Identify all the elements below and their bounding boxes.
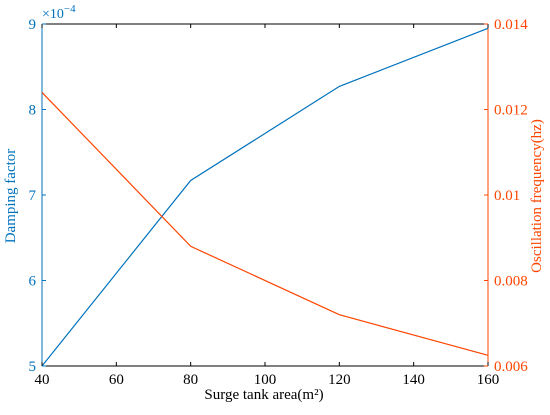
- right-y-axis-ticks: 0.006 0.008 0.01 0.012 0.014: [484, 17, 528, 375]
- right-y-tick-label: 0.012: [494, 103, 528, 119]
- left-y-tick-label: 5: [29, 359, 37, 375]
- left-y-tick-label: 7: [29, 188, 37, 204]
- x-tick-label: 160: [477, 372, 500, 388]
- left-y-axis-ticks: 5 6 7 8 9: [29, 17, 46, 375]
- series-lines: [41, 27, 489, 367]
- series-line-oscillation-frequency-hz: [41, 91, 489, 356]
- left-y-tick-label: 6: [29, 274, 37, 290]
- x-tick-label: 100: [254, 372, 277, 388]
- axes-frame: [41, 23, 489, 367]
- right-y-tick-label: 0.006: [494, 359, 528, 375]
- x-axis-label: Surge tank area(m²): [204, 387, 323, 403]
- series-line-damping-factor: [41, 27, 489, 367]
- x-tick-label: 40: [35, 372, 50, 388]
- left-y-tick-label: 9: [29, 17, 37, 33]
- left-axis-multiplier-exp: −4: [64, 3, 76, 15]
- left-y-axis-label: Damping factor: [3, 149, 19, 244]
- right-y-tick-label: 0.008: [494, 274, 528, 290]
- right-y-tick-label: 0.014: [494, 17, 528, 33]
- left-axis-multiplier: ×10−4: [42, 3, 76, 22]
- x-tick-label: 140: [402, 372, 425, 388]
- right-y-axis-label: Oscillation frequency(hz): [529, 119, 545, 273]
- left-y-tick-label: 8: [29, 103, 37, 119]
- right-y-tick-label: 0.01: [494, 188, 520, 204]
- x-tick-label: 80: [183, 372, 198, 388]
- x-tick-label: 120: [328, 372, 351, 388]
- x-tick-label: 60: [109, 372, 124, 388]
- left-axis-multiplier-base: ×10: [42, 7, 64, 22]
- x-axis-ticks: 40 60 80 100 120 140 160: [35, 24, 500, 388]
